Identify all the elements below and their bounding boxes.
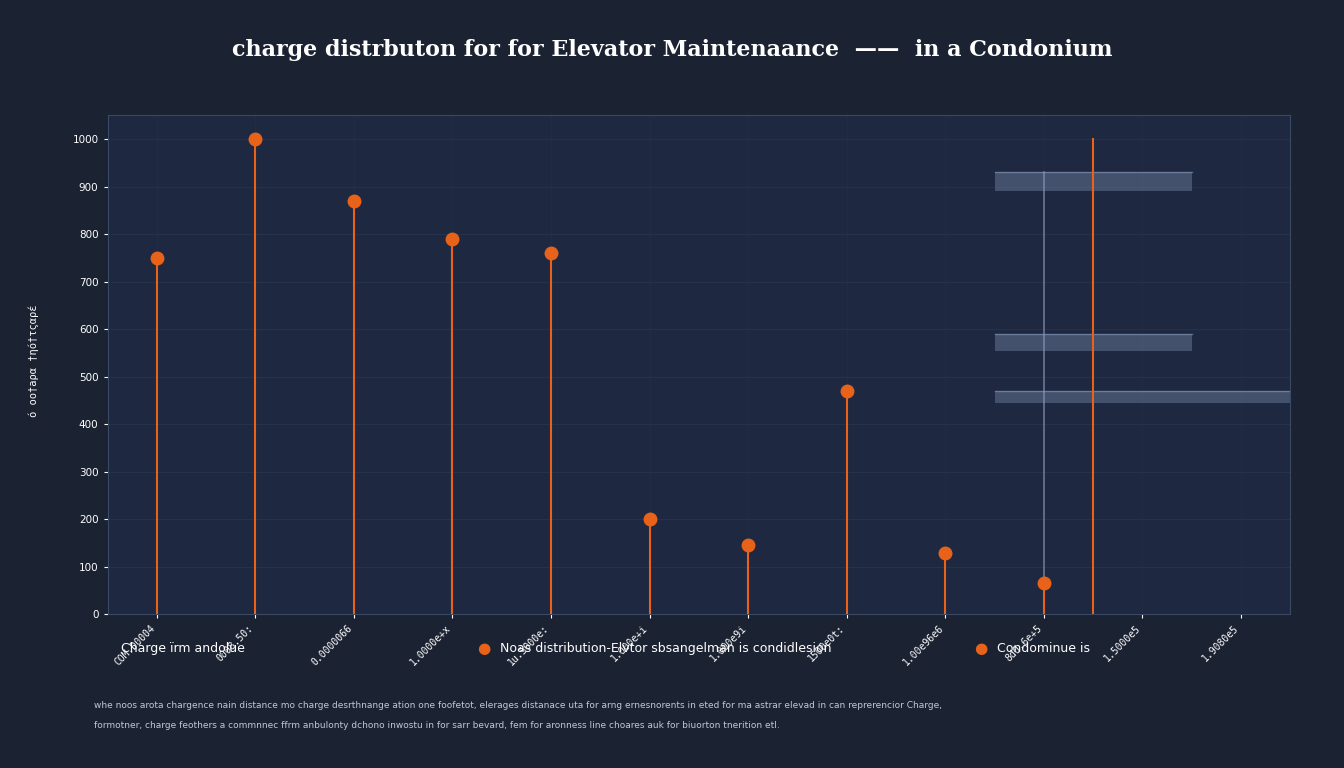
Text: ●: ● — [974, 641, 988, 657]
Text: ó oo†aρα †ηό†τςαρέ: ó oo†aρα †ηό†τςαρέ — [28, 305, 39, 417]
Text: charge distrbuton for for Elevator Maintenaance  ——  in a Condonium: charge distrbuton for for Elevator Maint… — [231, 39, 1113, 61]
Text: Noas distribution-Elvtor sbsangelman is condidlesion: Noas distribution-Elvtor sbsangelman is … — [500, 643, 832, 655]
Text: Charge ïrm andolue: Charge ïrm andolue — [121, 643, 245, 655]
Bar — [995, 391, 1290, 403]
Bar — [995, 334, 1192, 350]
Text: Condominue is: Condominue is — [997, 643, 1090, 655]
Bar — [995, 172, 1192, 191]
Text: ●: ● — [477, 641, 491, 657]
Text: formotner, charge feothers a commnnec ffrm anbulonty dchono inwostu in for sarr : formotner, charge feothers a commnnec ff… — [94, 721, 780, 730]
Text: whe noos arota chargence nain distance mo charge desrthnange ation one foofetot,: whe noos arota chargence nain distance m… — [94, 700, 942, 710]
